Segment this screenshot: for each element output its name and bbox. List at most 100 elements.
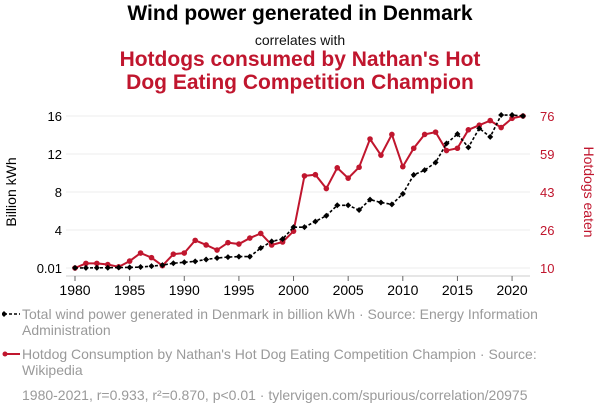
hotdogs-point: [170, 251, 177, 257]
wind-point: [443, 140, 450, 147]
hotdogs-point: [94, 260, 100, 267]
chart-subtitle: correlates with: [254, 32, 346, 48]
hotdogs-point: [148, 254, 155, 261]
y-axis-label-right: Hotdogs eaten: [581, 146, 597, 237]
dashed-line-diamond-icon: [2, 311, 20, 317]
hotdogs-point: [104, 261, 111, 268]
x-tick-label: 2010: [387, 282, 418, 298]
hotdogs-point: [192, 237, 198, 244]
wind-point: [82, 264, 89, 271]
hotdogs-point: [126, 258, 133, 264]
wind-point: [465, 144, 472, 151]
footer-stats: 1980-2021, r=0.933, r²=0.870, p<0.01 · t…: [22, 387, 528, 403]
hotdogs-point: [476, 122, 483, 129]
hotdogs-point: [509, 115, 515, 122]
wind-point: [257, 245, 264, 252]
hotdogs-point: [225, 239, 231, 246]
wind-point: [367, 196, 374, 203]
hotdogs-point: [454, 145, 461, 152]
y-right-tick-label: 59: [540, 147, 554, 162]
wind-point: [290, 224, 297, 231]
wind-point: [181, 259, 188, 266]
wind-point: [159, 262, 166, 269]
hotdogs-point: [83, 260, 89, 267]
wind-point: [235, 253, 242, 260]
y-left-tick-label: 4: [55, 223, 62, 238]
y-left-tick-label: 8: [55, 185, 62, 200]
hotdogs-point: [367, 136, 373, 142]
hotdogs-point: [257, 230, 264, 237]
x-tick-label: 2000: [278, 282, 309, 298]
y-left-tick-label: 12: [48, 147, 62, 162]
hotdogs-point: [247, 235, 253, 241]
hotdogs-point: [312, 171, 319, 178]
x-tick-label: 2020: [496, 282, 527, 298]
legend-item-hotdogs: Hotdog Consumption by Nathan's Hot Dog E…: [2, 346, 582, 378]
hotdogs-point: [323, 185, 330, 192]
y-right-tick-label: 43: [540, 185, 554, 200]
chart: 0.01 10 4 26 8 43 12 59 16 76 1980 1985 1990 1995 2000…: [3, 109, 597, 298]
hotdogs-point: [389, 131, 395, 138]
chart-title-secondary: Hotdogs consumed by Nathan's Hot Dog Eat…: [0, 48, 600, 94]
wind-point: [334, 202, 341, 209]
x-tick-label: 1985: [114, 282, 145, 298]
wind-point: [476, 125, 483, 132]
wind-point: [388, 201, 395, 208]
hotdogs-point: [301, 173, 308, 179]
hotdogs-point: [356, 164, 362, 171]
wind-point: [509, 112, 516, 119]
wind-point: [93, 264, 100, 271]
hotdogs-point: [465, 127, 472, 133]
wind-point: [421, 167, 428, 174]
legend-item-wind: Total wind power generated in Denmark in…: [2, 306, 582, 338]
solid-line-circle-icon: [2, 351, 20, 357]
x-tick-label: 1990: [169, 282, 200, 298]
wind-point: [126, 264, 133, 271]
hotdogs-point: [214, 247, 220, 253]
hotdogs-point: [410, 145, 417, 152]
wind-point: [487, 133, 494, 140]
y-axis-label-left: Billion kWh: [3, 157, 19, 226]
y-left-tick-label: 16: [48, 109, 62, 124]
wind-point: [301, 224, 308, 231]
wind-point: [454, 131, 461, 138]
wind-point: [72, 264, 78, 271]
hotdogs-point: [236, 241, 242, 247]
hotdogs-point: [203, 242, 209, 248]
legend-label-wind: Total wind power generated in Denmark in…: [22, 306, 538, 338]
wind-point: [356, 207, 363, 214]
wind-line: [75, 114, 524, 269]
hotdogs-point: [345, 175, 351, 181]
wind-point: [432, 159, 439, 166]
wind-point: [268, 238, 275, 245]
hotdogs-point: [443, 147, 450, 154]
hotdogs-point: [378, 152, 384, 158]
hotdogs-point: [268, 242, 275, 248]
chart-title-secondary-text: Hotdogs consumed by Nathan's Hot Dog Eat…: [119, 48, 481, 94]
wind-point: [377, 199, 384, 206]
legend-label-hotdogs: Hotdog Consumption by Nathan's Hot Dog E…: [22, 346, 537, 378]
wind-point: [115, 264, 122, 271]
x-tick-label: 2005: [333, 282, 364, 298]
y-left-tick-label: 0.01: [37, 261, 62, 276]
hotdogs-point: [421, 131, 428, 138]
wind-point: [323, 212, 330, 219]
chart-title: Wind power generated in Denmark: [127, 2, 473, 25]
wind-point: [345, 202, 352, 209]
axes: 0.01 10 4 26 8 43 12 59 16 76 1980 1985 1990 1995 2000…: [37, 109, 555, 298]
wind-point: [312, 218, 319, 225]
hotdogs-point: [181, 250, 188, 256]
hotdogs-point: [137, 250, 144, 256]
x-tick-label: 1995: [223, 282, 254, 298]
hotdogs-point: [487, 117, 494, 124]
wind-point: [148, 263, 155, 270]
wind-point: [399, 190, 406, 197]
wind-point: [279, 236, 286, 243]
wind-point: [214, 255, 221, 262]
wind-point: [137, 264, 144, 271]
y-right-tick-label: 10: [540, 261, 554, 276]
wind-point: [192, 258, 199, 265]
wind-point: [520, 113, 526, 119]
x-tick-label: 1980: [59, 282, 90, 298]
hotdogs-point: [400, 163, 406, 170]
